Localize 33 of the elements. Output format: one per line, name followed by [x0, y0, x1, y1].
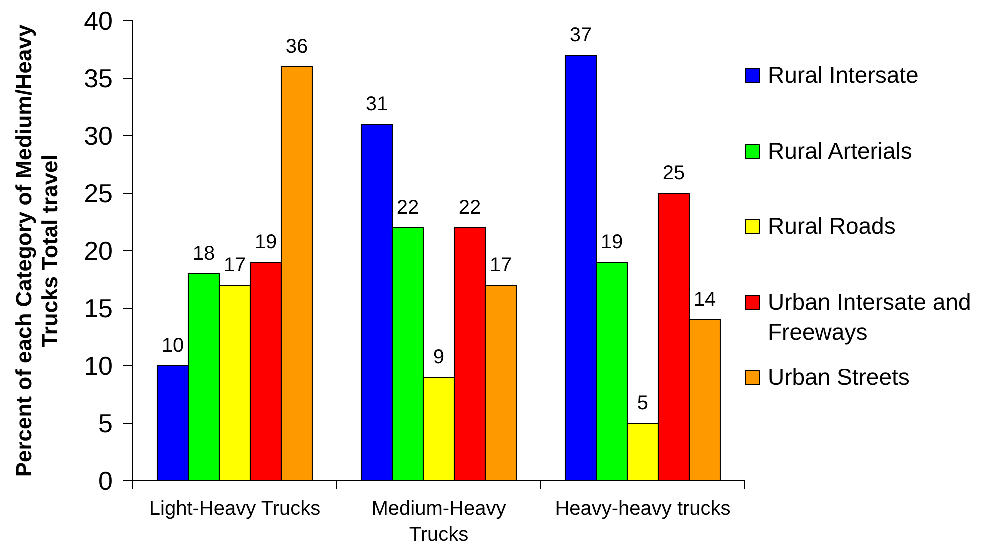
y-tick-label: 35	[84, 64, 113, 94]
data-label: 14	[694, 289, 716, 311]
legend-label: Urban Intersate and Freeways	[768, 288, 972, 346]
data-label: 19	[254, 232, 278, 254]
data-label: 10	[162, 335, 184, 357]
y-tick-label: 30	[84, 121, 113, 152]
y-tick-label: 10	[84, 351, 113, 382]
x-tick-label: Light-Heavy Trucks	[149, 498, 321, 520]
data-label: 22	[458, 197, 482, 219]
legend-label: Urban Streets	[768, 363, 911, 392]
x-tick-label: Medium-Heavy Trucks	[372, 498, 506, 544]
data-label: 5	[637, 392, 649, 414]
legend-label: Rural Roads	[768, 212, 897, 241]
y-tick-label: 25	[84, 178, 113, 209]
y-tick-label: 20	[84, 236, 113, 266]
y-tick-label: 5	[98, 408, 113, 439]
data-label: 17	[490, 254, 512, 276]
x-tick-label: Heavy-heavy trucks	[555, 498, 731, 520]
data-label: 18	[192, 243, 216, 265]
data-label: 37	[570, 24, 592, 46]
data-label: 25	[662, 162, 686, 184]
legend-label: Rural Arterials	[768, 136, 914, 166]
legend-label: Rural Intersate	[768, 61, 920, 90]
data-label: 19	[600, 232, 624, 254]
y-tick-label: 0	[98, 466, 113, 496]
y-tick-label: 40	[84, 6, 113, 36]
y-axis-title: Percent of each Category of Medium/Heavy Trucks Total travel	[12, 24, 62, 478]
y-tick-label: 15	[84, 294, 113, 324]
data-label: 36	[286, 36, 308, 58]
data-label: 9	[433, 346, 445, 368]
data-label: 17	[224, 254, 246, 276]
data-label: 31	[366, 94, 388, 116]
data-label: 22	[396, 197, 420, 219]
